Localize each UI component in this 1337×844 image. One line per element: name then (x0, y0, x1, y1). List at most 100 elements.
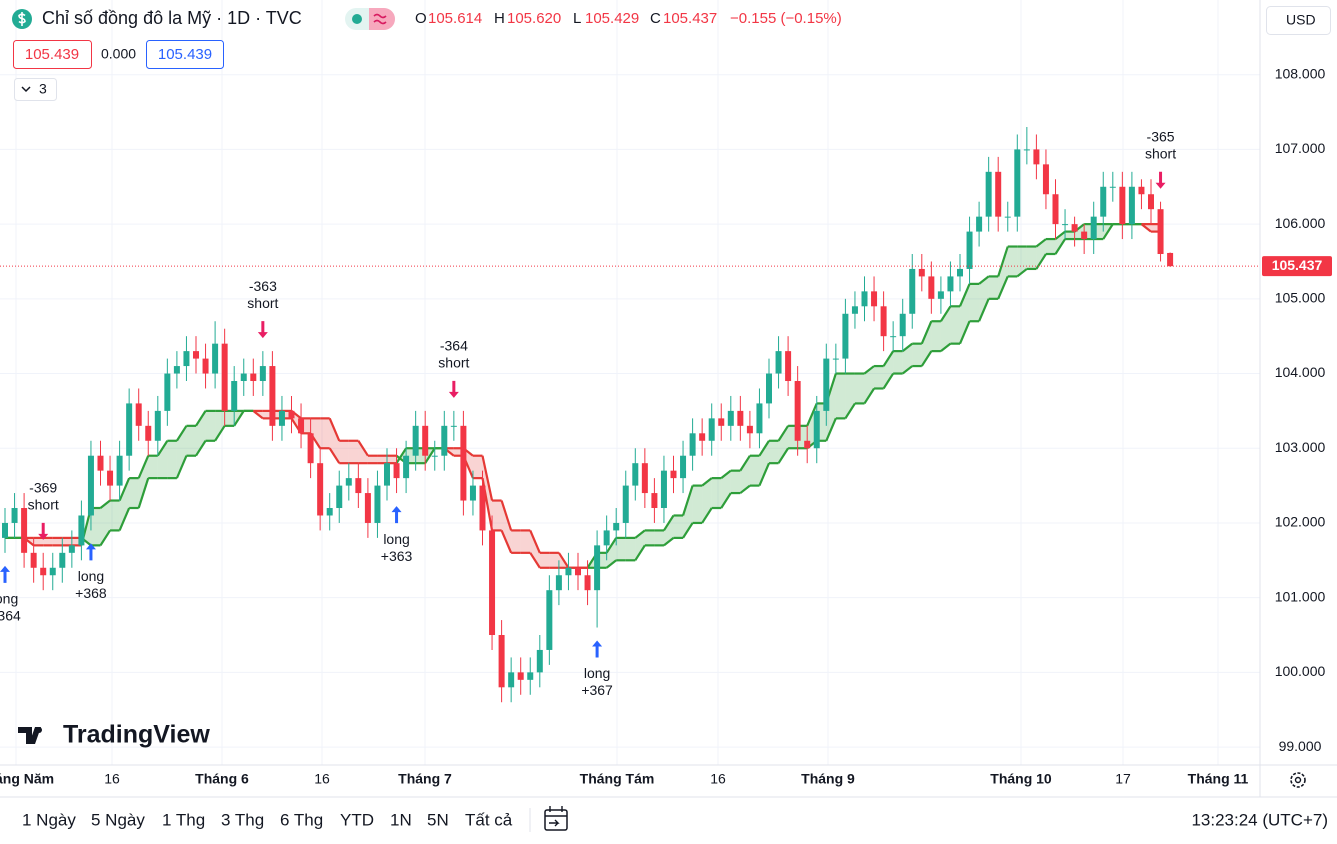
range-button[interactable]: 1 Ngày (22, 810, 76, 829)
long-arrow (391, 506, 402, 524)
band-fill (644, 530, 655, 546)
candle-body (326, 508, 333, 516)
collapse-button[interactable] (14, 78, 57, 101)
band-fill (129, 478, 139, 509)
candle-body (1100, 186, 1107, 217)
candle-body (336, 485, 343, 509)
candle-body (1157, 209, 1164, 255)
band-fill (835, 373, 846, 419)
candle-body (1167, 252, 1174, 267)
y-tick-label: 108.000 (1275, 65, 1326, 81)
candle-body (766, 373, 772, 404)
candle-body (116, 455, 123, 486)
range-button[interactable]: 3 Thg (221, 810, 264, 829)
band-line (1035, 238, 1047, 248)
y-tick-label: 103.000 (1275, 439, 1326, 455)
candle-body (880, 306, 887, 337)
watermark: TradingView (63, 721, 210, 749)
candle-body (107, 470, 114, 486)
band-line (958, 320, 971, 345)
band-line (529, 529, 541, 554)
band-line (720, 492, 732, 509)
band-fill (864, 366, 875, 404)
band-fill (988, 276, 999, 299)
candle-body (49, 567, 56, 576)
range-button[interactable]: Tất cả (465, 810, 513, 829)
range-button[interactable]: 5 Ngày (91, 810, 145, 829)
band-fill (912, 343, 922, 367)
candle-body (813, 410, 820, 449)
band-line (997, 246, 1009, 277)
band-fill (110, 500, 120, 531)
band-fill (950, 306, 960, 344)
candle-body (278, 410, 285, 426)
range-button[interactable]: 1 Thg (162, 810, 205, 829)
band-line (863, 365, 875, 375)
band-line (902, 342, 913, 352)
toolbar: 1 Ngày 5 Ngày 1 Thg 3 Thg 6 Thg YTD 1N 5N Tất cả (22, 810, 513, 829)
candle-body (517, 672, 524, 680)
x-tick-label: 16 (104, 771, 120, 787)
y-tick-label: 104.000 (1275, 364, 1326, 380)
band-line (500, 500, 513, 531)
band-fill (778, 425, 789, 464)
candle-body (737, 410, 744, 426)
x-tick-label: Tháng 7 (398, 771, 452, 787)
candle-body (489, 530, 496, 636)
candle-body (259, 366, 266, 382)
candle-body (173, 366, 180, 374)
band-fill (520, 530, 531, 553)
ohlc-label: L (573, 10, 581, 27)
candle-body (622, 485, 629, 523)
signal-label: +364 (0, 608, 21, 624)
currency-button[interactable] (1266, 6, 1331, 35)
candle-body (947, 276, 954, 292)
range-button[interactable]: 6 Thg (280, 810, 323, 829)
band-fill (616, 537, 626, 561)
band-fill (511, 530, 521, 553)
x-tick-label: 16 (710, 771, 726, 787)
range-button[interactable]: 5N (427, 810, 449, 829)
candle-body (1052, 194, 1059, 225)
range-button[interactable]: YTD (340, 810, 374, 829)
band-fill (854, 373, 865, 404)
band-fill (310, 418, 321, 449)
band-line (118, 507, 131, 531)
band-fill (52, 537, 63, 546)
candle-body (832, 358, 839, 360)
band-fill (377, 455, 387, 464)
candle-body (1119, 186, 1126, 225)
band-fill (606, 537, 617, 568)
x-tick-label: Tháng 6 (195, 771, 249, 787)
candle-body (871, 291, 878, 307)
candle-body (594, 545, 601, 591)
band-fill (224, 410, 235, 426)
symbol-title[interactable]: Chỉ số đồng đô la Mỹ · 1D · TVC (42, 8, 302, 28)
band-fill (348, 440, 359, 464)
band-fill (387, 455, 397, 464)
short-arrow (448, 380, 459, 398)
band-fill (663, 515, 674, 546)
input-box[interactable] (146, 40, 224, 69)
data-status (369, 8, 395, 30)
settings-icon[interactable] (1290, 772, 1306, 788)
band-line (806, 402, 818, 427)
candle-body (154, 410, 161, 441)
candle-body (651, 493, 658, 509)
band-fill (90, 508, 101, 546)
band-fill (740, 455, 750, 494)
candle-body (727, 410, 734, 426)
band-line (1102, 223, 1114, 240)
band-fill (119, 478, 130, 531)
candle-body (384, 463, 390, 486)
input-box[interactable] (13, 40, 92, 69)
band-line (958, 283, 971, 307)
calendar-icon[interactable] (544, 809, 568, 831)
band-line (605, 537, 618, 554)
signal-label: short (247, 295, 278, 311)
range-button[interactable]: 1N (390, 810, 412, 829)
candle-body (469, 485, 476, 501)
candle-body (546, 590, 553, 650)
candle-body (851, 306, 858, 314)
candle-body (40, 567, 47, 576)
